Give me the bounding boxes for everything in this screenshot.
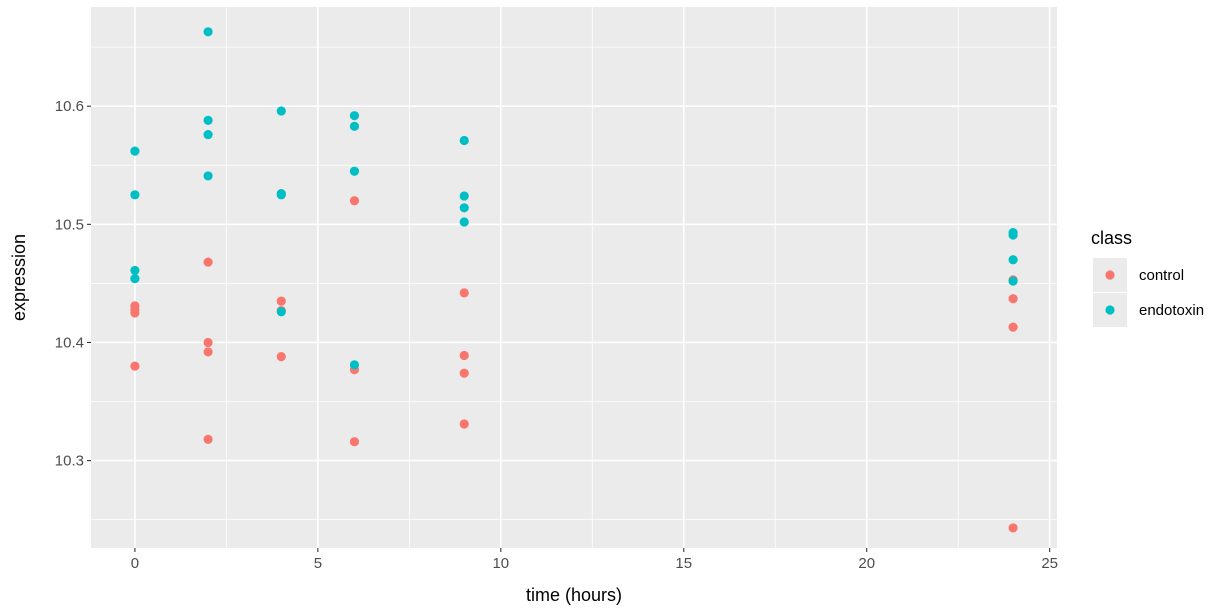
data-point-control bbox=[203, 347, 213, 357]
data-point-endotoxin bbox=[203, 129, 213, 140]
data-point-endotoxin bbox=[130, 265, 140, 276]
data-point-control bbox=[276, 352, 286, 362]
x-tick-label: 5 bbox=[314, 555, 322, 572]
data-point-control bbox=[459, 368, 469, 378]
data-point-control bbox=[1008, 322, 1018, 332]
data-point-endotoxin bbox=[203, 27, 213, 37]
data-point-endotoxin bbox=[1008, 230, 1018, 240]
data-point-control bbox=[1008, 294, 1018, 304]
data-point-control bbox=[130, 308, 140, 318]
data-point-control bbox=[349, 196, 360, 206]
x-axis-ticks: 0 5 10 15 20 25 bbox=[131, 548, 1058, 572]
data-point-control bbox=[276, 296, 286, 306]
data-point-endotoxin bbox=[276, 307, 286, 317]
y-tick-label: 10.5 bbox=[55, 216, 84, 233]
data-point-control bbox=[203, 337, 213, 348]
legend-marker-endotoxin bbox=[1105, 305, 1115, 315]
data-point-control bbox=[203, 257, 213, 267]
data-point-control bbox=[1008, 523, 1018, 533]
data-point-control bbox=[349, 437, 360, 447]
data-point-control bbox=[459, 350, 469, 361]
y-tick-label: 10.3 bbox=[55, 453, 84, 470]
data-point-endotoxin bbox=[459, 191, 469, 201]
y-axis-title: expression bbox=[9, 234, 29, 321]
data-point-control bbox=[459, 288, 469, 298]
plot-panel bbox=[91, 7, 1057, 548]
x-axis-title: time (hours) bbox=[526, 585, 622, 605]
data-point-control bbox=[459, 419, 469, 429]
legend: class control endotoxin bbox=[1091, 228, 1204, 327]
data-point-endotoxin bbox=[459, 203, 469, 213]
data-point-endotoxin bbox=[276, 106, 286, 116]
data-point-control bbox=[130, 361, 140, 371]
x-tick-label: 0 bbox=[131, 555, 139, 572]
data-points bbox=[130, 27, 1018, 533]
data-point-endotoxin bbox=[349, 121, 360, 131]
data-point-endotoxin bbox=[203, 171, 213, 181]
major-gridlines bbox=[91, 7, 1057, 548]
data-point-endotoxin bbox=[1008, 255, 1018, 265]
x-tick-label: 20 bbox=[858, 555, 875, 572]
legend-marker-control bbox=[1105, 270, 1115, 280]
y-axis-ticks: 10.3 10.4 10.5 10.6 bbox=[55, 98, 91, 470]
y-tick-label: 10.6 bbox=[55, 98, 84, 115]
x-tick-label: 10 bbox=[492, 555, 509, 572]
legend-label-endotoxin: endotoxin bbox=[1139, 302, 1204, 319]
legend-title: class bbox=[1091, 228, 1132, 248]
data-point-endotoxin bbox=[349, 166, 360, 176]
data-point-endotoxin bbox=[130, 274, 140, 284]
data-point-endotoxin bbox=[349, 360, 360, 370]
data-point-endotoxin bbox=[459, 217, 469, 227]
legend-label-control: control bbox=[1139, 267, 1184, 284]
data-point-endotoxin bbox=[130, 190, 140, 200]
data-point-endotoxin bbox=[1008, 276, 1018, 286]
data-point-endotoxin bbox=[130, 146, 140, 156]
minor-gridlines bbox=[91, 7, 1057, 548]
data-point-endotoxin bbox=[349, 111, 360, 121]
x-tick-label: 15 bbox=[675, 555, 692, 572]
data-point-endotoxin bbox=[203, 115, 213, 125]
data-point-control bbox=[203, 434, 213, 444]
data-point-endotoxin bbox=[276, 190, 286, 200]
data-point-endotoxin bbox=[459, 135, 469, 146]
y-tick-label: 10.4 bbox=[55, 334, 84, 351]
x-tick-label: 25 bbox=[1041, 555, 1058, 572]
